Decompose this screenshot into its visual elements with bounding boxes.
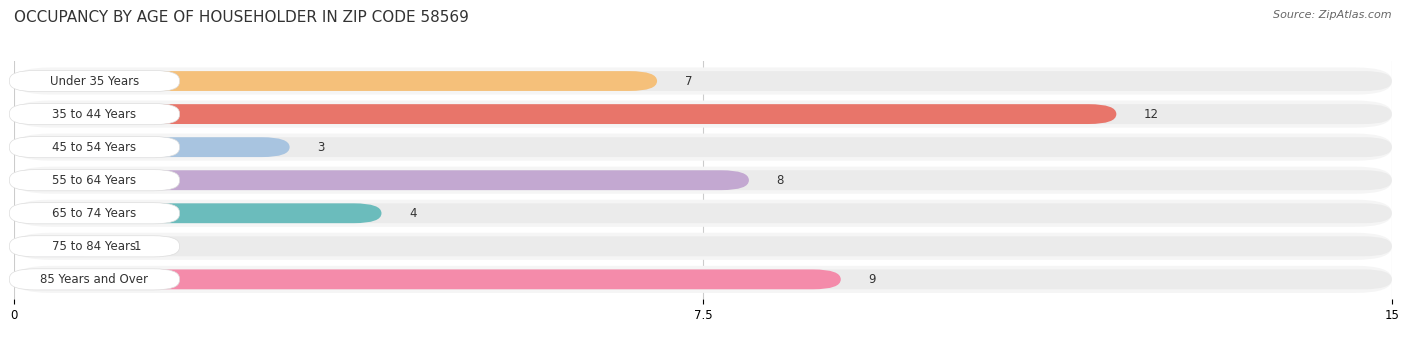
Text: Source: ZipAtlas.com: Source: ZipAtlas.com	[1274, 10, 1392, 20]
Text: 4: 4	[409, 207, 416, 220]
Text: 12: 12	[1144, 107, 1159, 121]
FancyBboxPatch shape	[14, 104, 1116, 124]
FancyBboxPatch shape	[14, 104, 1392, 124]
FancyBboxPatch shape	[14, 269, 1392, 289]
FancyBboxPatch shape	[14, 67, 1392, 95]
FancyBboxPatch shape	[10, 269, 180, 290]
Text: 45 to 54 Years: 45 to 54 Years	[52, 141, 136, 154]
Text: 9: 9	[869, 273, 876, 286]
Text: 85 Years and Over: 85 Years and Over	[41, 273, 149, 286]
FancyBboxPatch shape	[14, 137, 290, 157]
FancyBboxPatch shape	[14, 167, 1392, 194]
FancyBboxPatch shape	[14, 101, 1392, 128]
FancyBboxPatch shape	[10, 170, 180, 191]
Text: 8: 8	[776, 174, 785, 187]
Text: 7: 7	[685, 74, 692, 87]
FancyBboxPatch shape	[14, 269, 841, 289]
FancyBboxPatch shape	[14, 134, 1392, 161]
FancyBboxPatch shape	[10, 203, 180, 224]
FancyBboxPatch shape	[14, 236, 1392, 256]
FancyBboxPatch shape	[14, 266, 1392, 293]
FancyBboxPatch shape	[14, 203, 1392, 223]
Text: 55 to 64 Years: 55 to 64 Years	[52, 174, 136, 187]
FancyBboxPatch shape	[14, 71, 657, 91]
FancyBboxPatch shape	[14, 71, 1392, 91]
Text: Under 35 Years: Under 35 Years	[49, 74, 139, 87]
Text: 1: 1	[134, 240, 141, 253]
Text: 35 to 44 Years: 35 to 44 Years	[52, 107, 136, 121]
Text: 75 to 84 Years: 75 to 84 Years	[52, 240, 136, 253]
Text: 3: 3	[318, 141, 325, 154]
FancyBboxPatch shape	[14, 236, 105, 256]
FancyBboxPatch shape	[10, 103, 180, 125]
FancyBboxPatch shape	[14, 200, 1392, 227]
Text: OCCUPANCY BY AGE OF HOUSEHOLDER IN ZIP CODE 58569: OCCUPANCY BY AGE OF HOUSEHOLDER IN ZIP C…	[14, 10, 470, 25]
FancyBboxPatch shape	[10, 70, 180, 91]
Text: 65 to 74 Years: 65 to 74 Years	[52, 207, 136, 220]
FancyBboxPatch shape	[14, 233, 1392, 260]
FancyBboxPatch shape	[10, 137, 180, 158]
FancyBboxPatch shape	[10, 236, 180, 257]
FancyBboxPatch shape	[14, 170, 749, 190]
FancyBboxPatch shape	[14, 170, 1392, 190]
FancyBboxPatch shape	[14, 137, 1392, 157]
FancyBboxPatch shape	[14, 203, 381, 223]
